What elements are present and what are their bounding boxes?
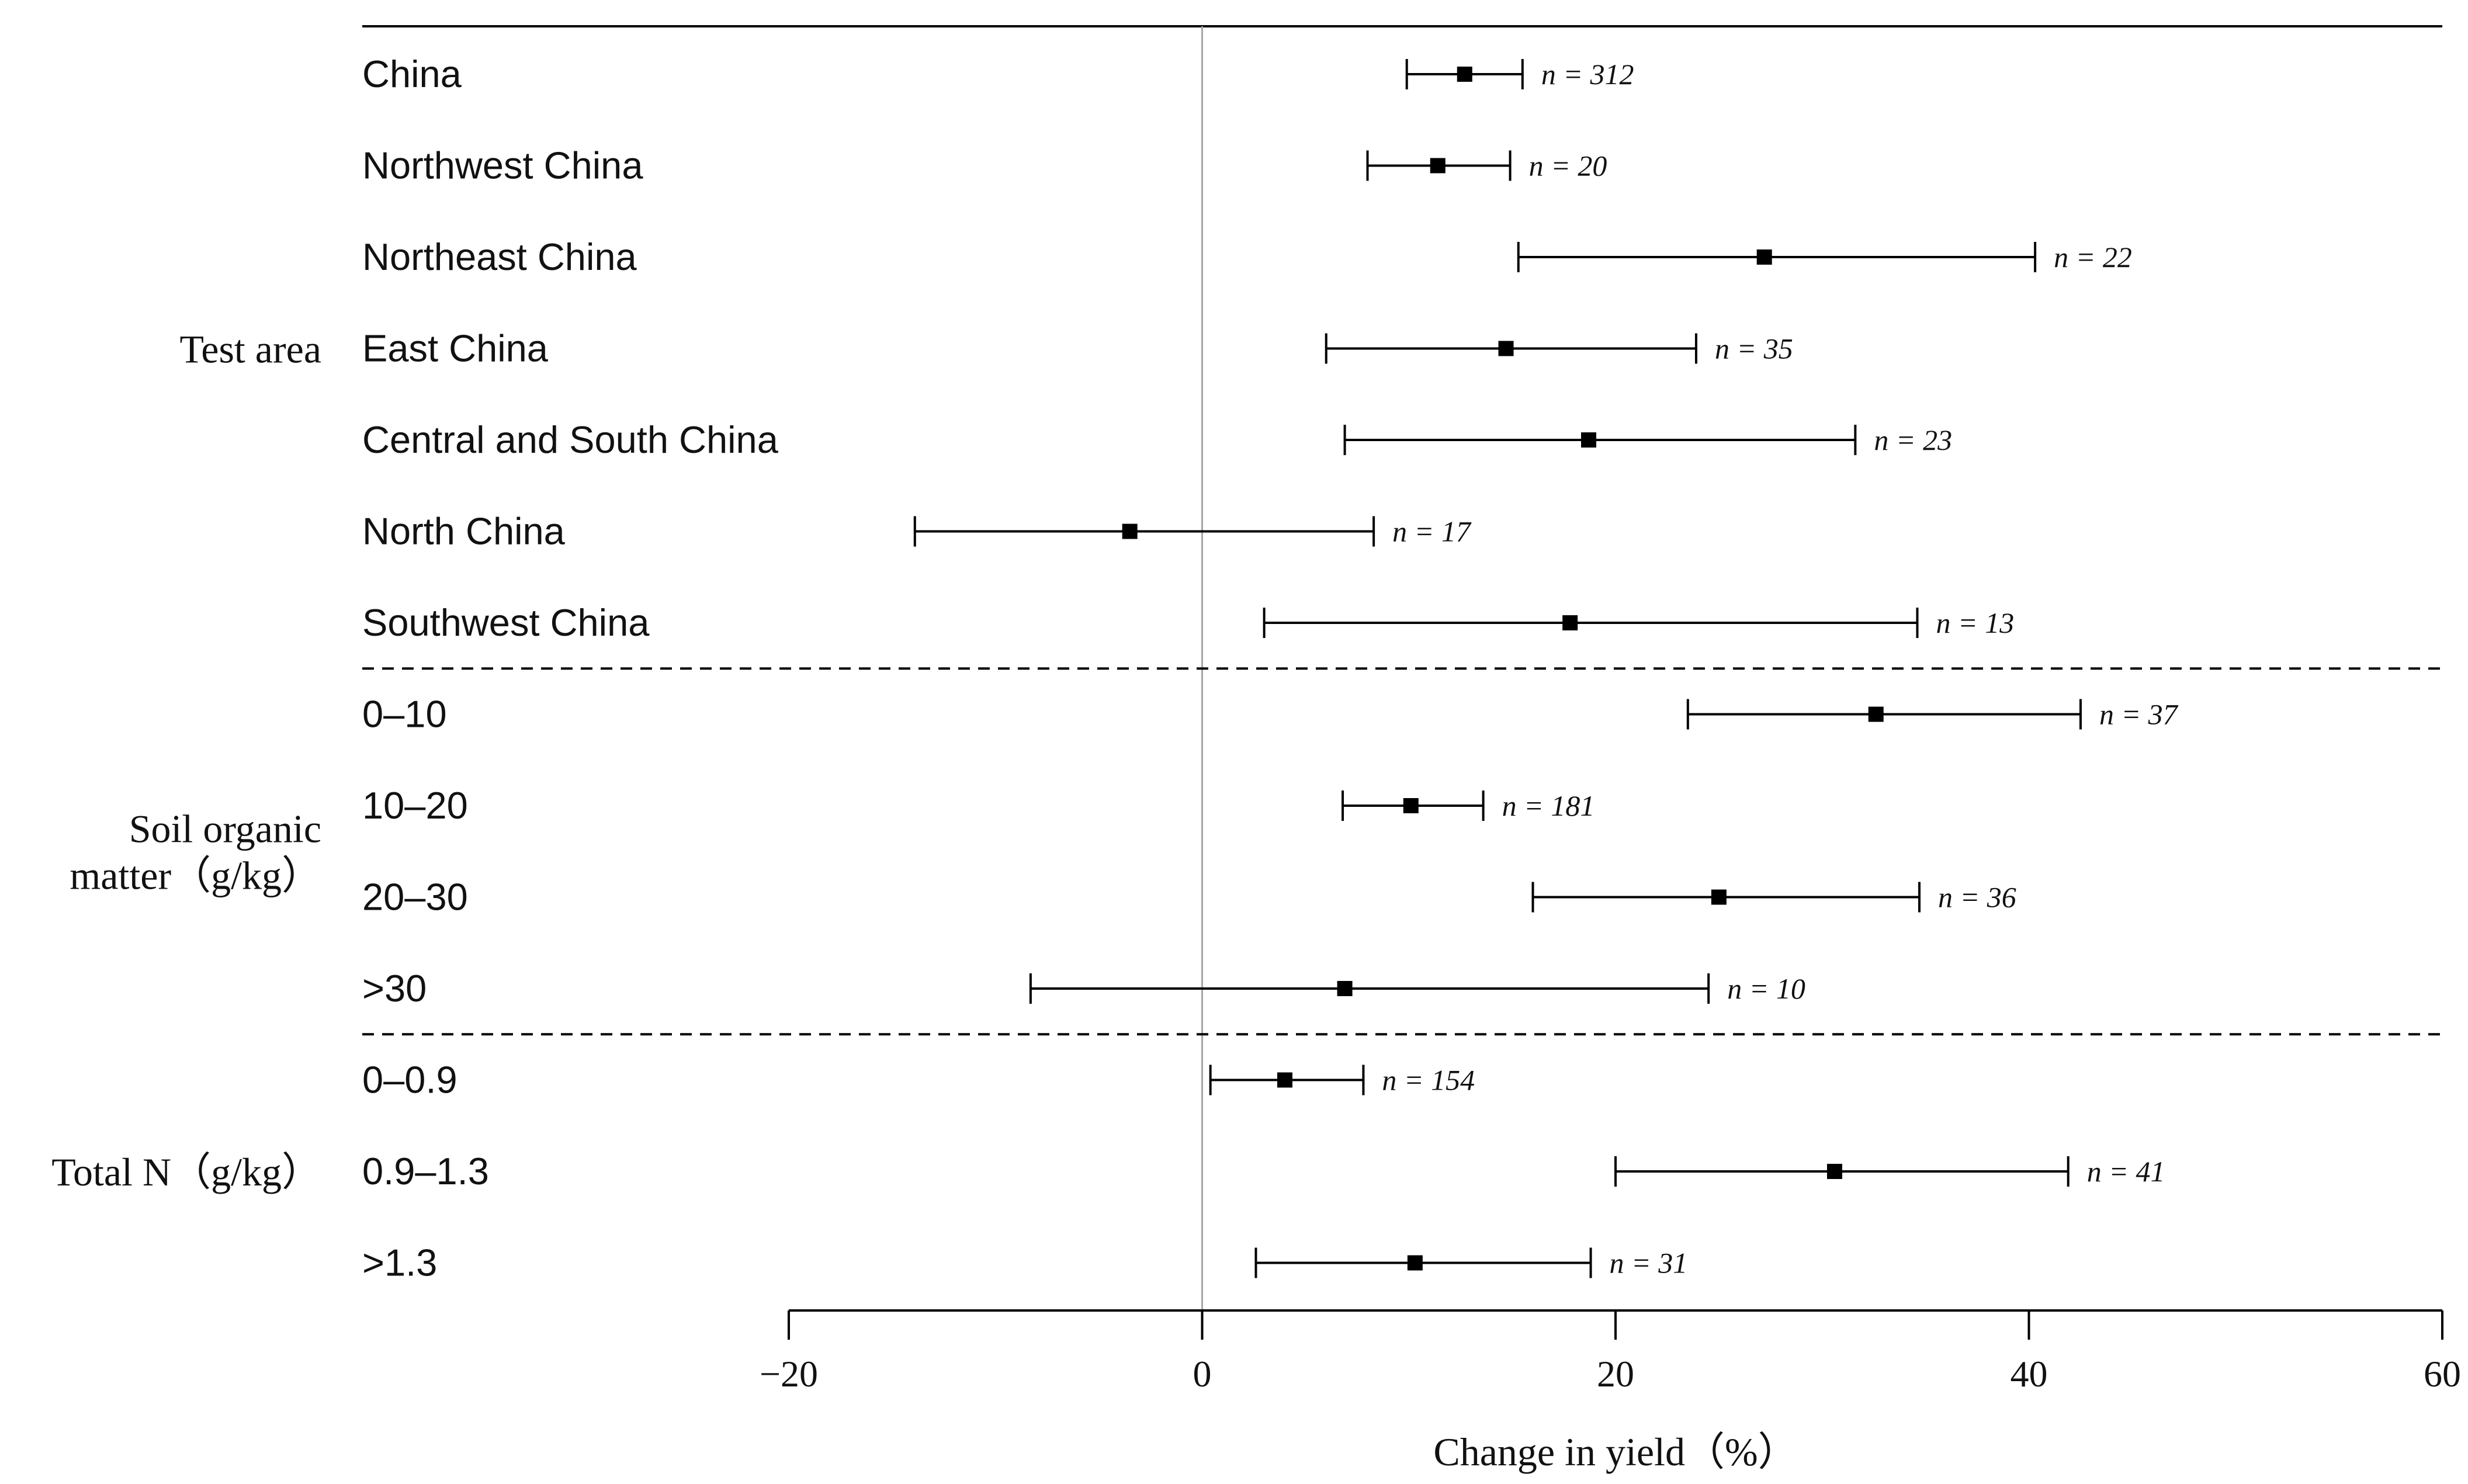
mean-marker bbox=[1826, 1164, 1842, 1179]
n-label: n = 35 bbox=[1715, 332, 1793, 365]
mean-marker bbox=[1711, 889, 1727, 905]
n-label: n = 13 bbox=[1936, 606, 2014, 639]
n-label: n = 312 bbox=[1541, 58, 1634, 91]
mean-marker bbox=[1337, 981, 1353, 996]
mean-marker bbox=[1457, 67, 1472, 82]
mean-marker bbox=[1498, 341, 1514, 356]
mean-marker bbox=[1562, 615, 1578, 630]
x-axis: −20 0 20 40 60 Change in yield（%） bbox=[760, 1309, 2461, 1474]
group-label: Test area bbox=[179, 327, 321, 372]
n-label: n = 36 bbox=[1938, 881, 2016, 914]
x-tick-label: 40 bbox=[2011, 1353, 2048, 1395]
n-label: n = 37 bbox=[2099, 698, 2179, 731]
n-label: n = 22 bbox=[2054, 241, 2132, 273]
row-label: >1.3 bbox=[362, 1242, 437, 1284]
row-label: North China bbox=[362, 510, 566, 553]
row-label: 0.9–1.3 bbox=[362, 1150, 489, 1192]
row-label: Southwest China bbox=[362, 601, 650, 644]
row-label: 0–10 bbox=[362, 693, 447, 736]
n-label: n = 17 bbox=[1392, 515, 1472, 548]
mean-marker bbox=[1581, 432, 1597, 448]
row-label: 0–0.9 bbox=[362, 1059, 457, 1101]
group-label-line: matter（g/kg） bbox=[70, 853, 321, 897]
row-label: >30 bbox=[362, 967, 427, 1010]
row-label: 10–20 bbox=[362, 784, 468, 827]
group-label: Soil organic matter（g/kg） bbox=[70, 806, 321, 897]
mean-marker bbox=[1407, 1255, 1423, 1271]
n-label: n = 23 bbox=[1874, 424, 1952, 456]
x-tick-label: 0 bbox=[1193, 1353, 1212, 1395]
n-label: n = 181 bbox=[1502, 789, 1595, 822]
n-label: n = 154 bbox=[1382, 1064, 1475, 1097]
group-label-line: Total N（g/kg） bbox=[51, 1150, 321, 1194]
row-labels: China Northwest China Northeast China East … bbox=[362, 53, 779, 1284]
mean-marker bbox=[1756, 249, 1772, 265]
row-label: China bbox=[362, 53, 462, 95]
n-label: n = 31 bbox=[1610, 1247, 1688, 1280]
group-label: Total N（g/kg） bbox=[51, 1150, 321, 1194]
mean-marker bbox=[1122, 523, 1138, 539]
x-axis-title: Change in yield（%） bbox=[1433, 1430, 1797, 1474]
row-label: Central and South China bbox=[362, 418, 779, 461]
mean-marker bbox=[1868, 706, 1884, 722]
group-labels: Test area Soil organic matter（g/kg） Total N… bbox=[51, 327, 321, 1195]
x-tick-label: 20 bbox=[1597, 1353, 1634, 1395]
group-label-line: Test area bbox=[179, 327, 321, 372]
row-label: 20–30 bbox=[362, 876, 468, 918]
mean-marker bbox=[1277, 1072, 1292, 1088]
x-tick-label: −20 bbox=[760, 1353, 818, 1395]
row-label: Northeast China bbox=[362, 235, 637, 278]
x-tick-label: 60 bbox=[2424, 1353, 2461, 1395]
group-label-line: Soil organic bbox=[129, 806, 321, 851]
n-label: n = 10 bbox=[1727, 972, 1805, 1005]
plot-frame bbox=[362, 25, 2442, 1310]
row-label: East China bbox=[362, 327, 549, 370]
chart-marks: n = 312 n = 20 n = 22 n = 35 n = 23 n = 17 n =… bbox=[913, 58, 2179, 1280]
mean-marker bbox=[1403, 798, 1419, 813]
n-label: n = 20 bbox=[1529, 150, 1607, 182]
mean-marker bbox=[1430, 158, 1446, 174]
row-label: Northwest China bbox=[362, 144, 643, 187]
n-label: n = 41 bbox=[2087, 1155, 2165, 1188]
